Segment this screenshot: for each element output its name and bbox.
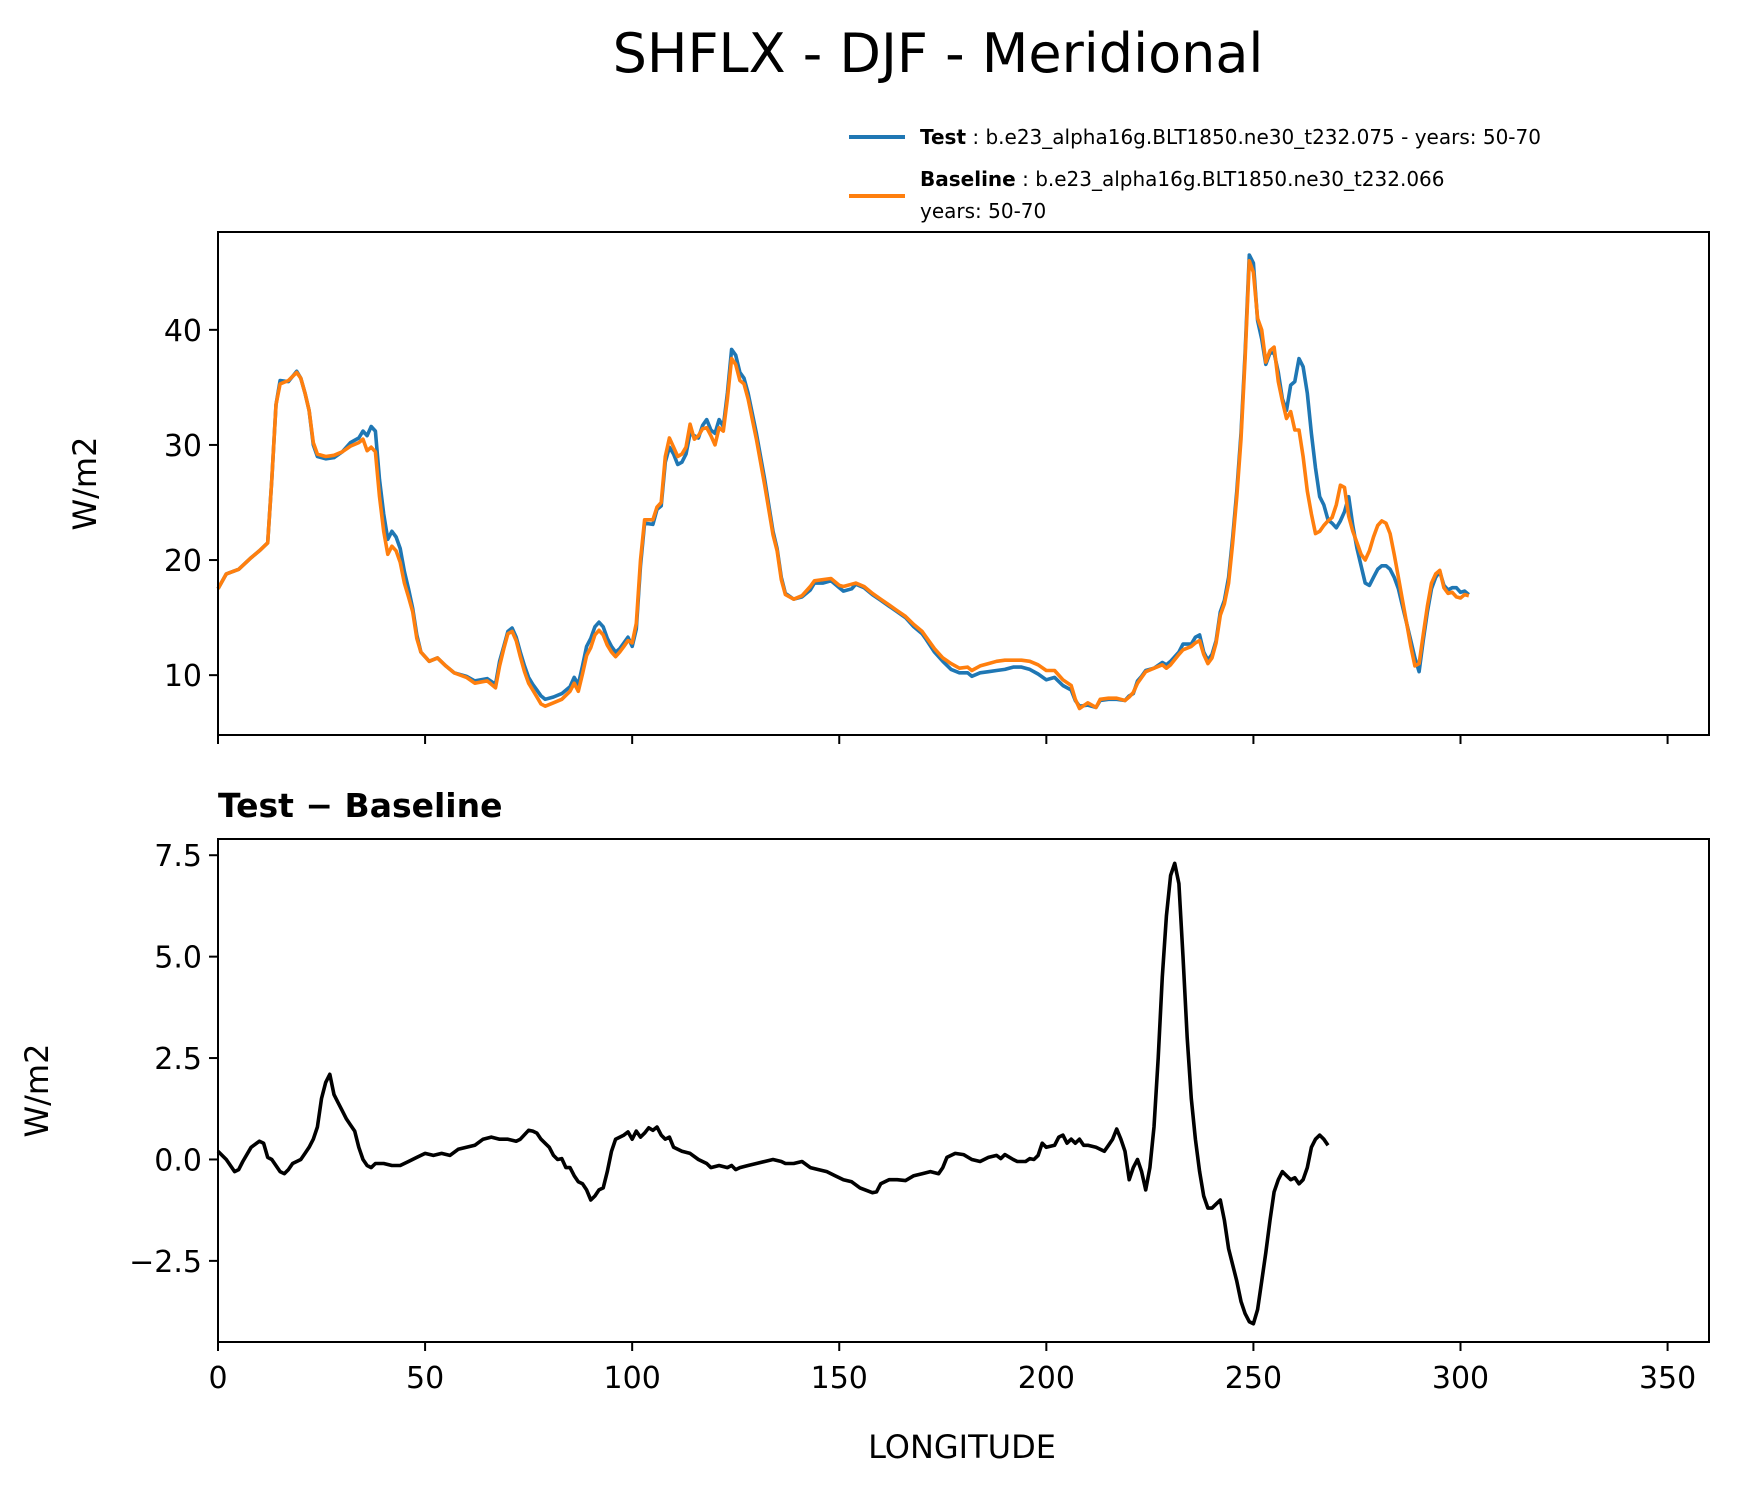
legend-entry-test: Test : b.e23_alpha16g.BLT1850.ne30_t232.…: [920, 125, 1541, 149]
series-line-test-baseline: [216, 861, 1330, 1326]
chart-title: SHFLX - DJF - Meridional: [613, 22, 1264, 85]
y-axis-label: W/m2: [18, 1044, 56, 1138]
y-tick-label: 0.0: [154, 1143, 202, 1178]
x-tick-label: 300: [1432, 1361, 1489, 1396]
panel-title: Test − Baseline: [218, 786, 503, 825]
top-panel: 10 20 30 40 W/m2: [66, 231, 1710, 744]
y-tick-label: −2.5: [129, 1245, 202, 1280]
x-tick-label: 0: [208, 1361, 227, 1396]
y-tick-label: 7.5: [154, 839, 202, 874]
x-axis-label: LONGITUDE: [868, 1428, 1056, 1466]
x-tick-label: 150: [811, 1361, 868, 1396]
plot-frame: [217, 231, 1710, 736]
y-tick-label: 5.0: [154, 941, 202, 976]
y-tick-label: 2.5: [154, 1042, 202, 1077]
legend-baseline-sep: :: [1016, 167, 1035, 191]
x-tick-label: 50: [406, 1361, 444, 1396]
x-tick-label: 250: [1225, 1361, 1282, 1396]
y-tick-label: 10: [164, 659, 202, 694]
legend-baseline-text2: years: 50-70: [920, 199, 1046, 223]
y-tick-label: 20: [164, 544, 202, 579]
x-tick-label: 100: [604, 1361, 661, 1396]
legend-entry-baseline: Baseline : b.e23_alpha16g.BLT1850.ne30_t…: [920, 167, 1445, 191]
y-axis-label: W/m2: [66, 437, 104, 531]
series-line-baseline: [216, 259, 1470, 711]
x-tick-label: 350: [1639, 1361, 1696, 1396]
legend-baseline-text: b.e23_alpha16g.BLT1850.ne30_t232.066: [1035, 167, 1444, 191]
plot-frame: [217, 838, 1710, 1343]
legend-test-text: b.e23_alpha16g.BLT1850.ne30_t232.075 - y…: [985, 125, 1541, 149]
legend-test-name: Test: [920, 125, 966, 149]
legend: Test : b.e23_alpha16g.BLT1850.ne30_t232.…: [849, 125, 1541, 223]
x-tick-label: 200: [1018, 1361, 1075, 1396]
y-tick-label: 30: [164, 429, 202, 464]
legend-baseline-name: Baseline: [920, 167, 1016, 191]
y-tick-label: 40: [164, 314, 202, 349]
legend-test-sep: :: [966, 125, 985, 149]
series-line-test: [216, 253, 1470, 710]
bottom-panel: −2.5 0.0 2.5 5.0 7.5 0 50 100 150 200 250 300 350 W/m…: [18, 786, 1710, 1396]
